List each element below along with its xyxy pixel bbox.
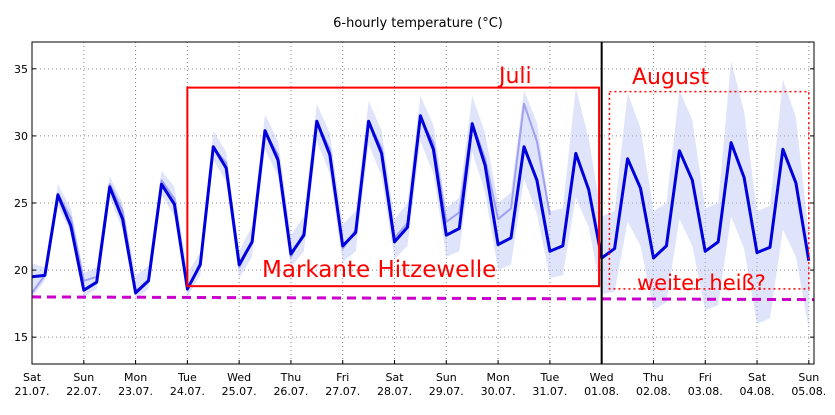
series-lines: [31, 102, 811, 295]
threshold-line: [31, 295, 815, 302]
august-box: [608, 90, 810, 290]
x-tick-day-6: Fri: [336, 371, 349, 384]
y-tick-label-4: 35: [14, 63, 28, 76]
x-tick-date-13: 03.08.: [688, 385, 723, 398]
x-tick-date-5: 26.07.: [273, 385, 308, 398]
x-tick-date-11: 01.08.: [584, 385, 619, 398]
x-tick-day-7: Sat: [385, 371, 404, 384]
series-line-0: [31, 114, 811, 295]
chart-title: 6-hourly temperature (°C): [333, 16, 503, 31]
x-tick-day-13: Fri: [699, 371, 712, 384]
x-tick-date-9: 30.07.: [481, 385, 516, 398]
juli-box: [186, 86, 601, 288]
x-tick-date-4: 25.07.: [222, 385, 257, 398]
y-tick-label-2: 25: [14, 197, 28, 210]
x-tick-day-4: Wed: [227, 371, 251, 384]
x-tick-day-2: Mon: [124, 371, 147, 384]
x-tick-date-15: 05.08.: [791, 385, 826, 398]
x-tick-date-1: 22.07.: [66, 385, 101, 398]
x-tick-day-10: Tue: [539, 371, 559, 384]
annotations: Juli August Markante Hitzewelle weiter heiß…: [186, 42, 810, 364]
x-tick-date-10: 31.07.: [532, 385, 567, 398]
y-tick-label-0: 15: [14, 331, 28, 344]
x-tick-day-14: Sat: [748, 371, 767, 384]
x-tick-date-14: 04.08.: [740, 385, 775, 398]
threshold-dashed-line: [31, 295, 815, 302]
x-tick-date-6: 27.07.: [325, 385, 360, 398]
band-area: [32, 60, 809, 330]
x-tick-day-3: Tue: [177, 371, 197, 384]
uncertainty-band: [32, 60, 809, 330]
x-tick-day-1: Sun: [73, 371, 94, 384]
x-tick-day-15: Sun: [798, 371, 819, 384]
x-tick-date-12: 02.08.: [636, 385, 671, 398]
x-axis: Sat21.07.Sun22.07.Mon23.07.Tue24.07.Wed2…: [15, 360, 826, 398]
x-tick-date-3: 24.07.: [170, 385, 205, 398]
x-tick-date-7: 28.07.: [377, 385, 412, 398]
x-tick-date-8: 29.07.: [429, 385, 464, 398]
x-tick-day-11: Wed: [590, 371, 614, 384]
gridlines: [32, 42, 814, 364]
x-tick-day-5: Thu: [280, 371, 302, 384]
x-tick-date-2: 23.07.: [118, 385, 153, 398]
x-tick-day-8: Sun: [436, 371, 457, 384]
label-august: August: [632, 65, 709, 90]
y-axis: 15 20 25 30 35: [14, 63, 814, 344]
label-juli: Juli: [497, 64, 532, 89]
x-tick-day-12: Thu: [642, 371, 664, 384]
label-hitzewelle: Markante Hitzewelle: [262, 257, 496, 283]
y-tick-label-3: 30: [14, 130, 28, 143]
x-tick-day-0: Sat: [23, 371, 42, 384]
y-tick-label-1: 20: [14, 264, 28, 277]
x-tick-date-0: 21.07.: [15, 385, 50, 398]
x-tick-day-9: Mon: [486, 371, 509, 384]
label-weiter-heiss: weiter heiß?: [637, 271, 766, 295]
